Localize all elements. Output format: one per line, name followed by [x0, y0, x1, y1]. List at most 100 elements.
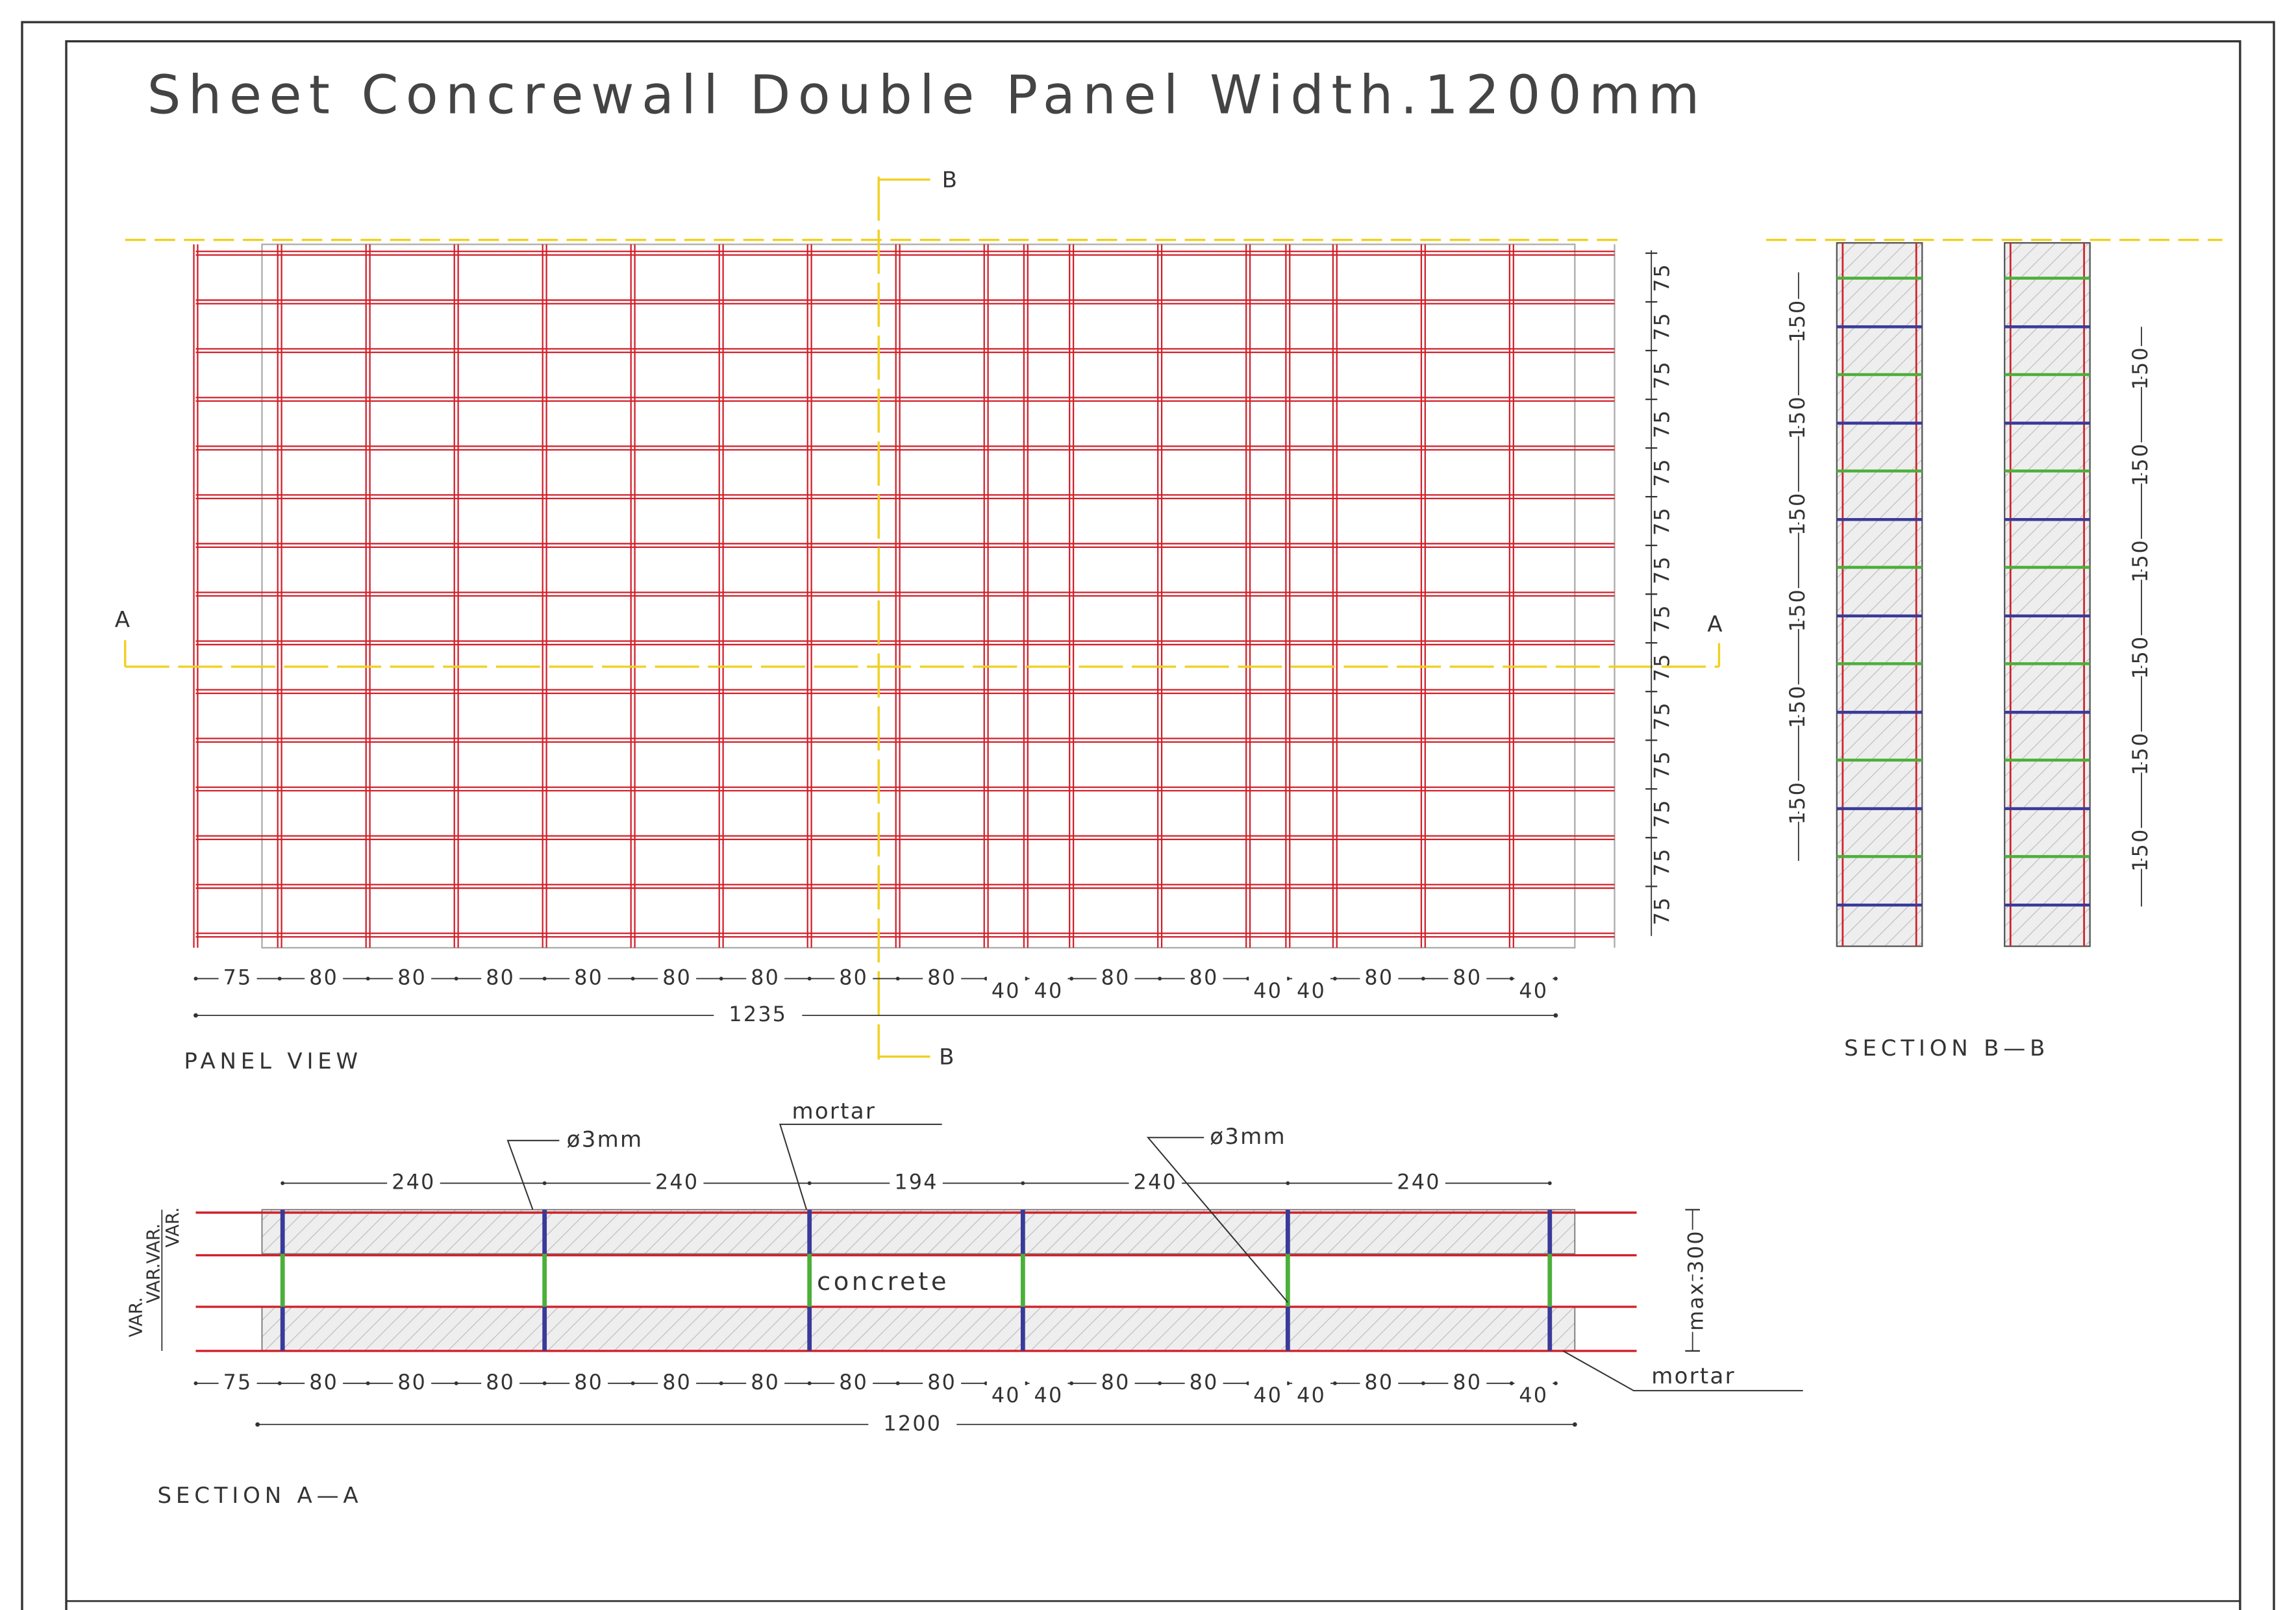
dimension-label: 240: [392, 1171, 435, 1195]
dimension-label: 150: [2129, 443, 2152, 486]
material-label: mortar: [792, 1098, 876, 1124]
dimension-gap: [986, 1374, 1025, 1393]
dimension-gap: [481, 969, 520, 988]
dimension-gap: [1029, 969, 1068, 988]
dimension-gap: [1392, 1172, 1445, 1194]
dimension-gap: [1292, 1374, 1331, 1393]
dimension-tick: [193, 976, 198, 981]
dimension-tick: [1509, 976, 1514, 981]
dimension-tick: [1553, 976, 1558, 981]
dimension-gap: [1096, 1374, 1135, 1393]
dimension-label: 80: [397, 966, 427, 989]
dimension-label: 80: [309, 966, 338, 989]
dimension-label: 150: [2129, 828, 2152, 871]
dimension-gap: [658, 1374, 697, 1393]
dimension-tick: [719, 1381, 723, 1385]
dimension-label: 40: [992, 980, 1021, 1003]
section-b-mark: B: [939, 1044, 956, 1070]
dimension-tick: [807, 976, 812, 981]
dimension-label: 1235: [729, 1003, 787, 1026]
dimension-label: 40: [1519, 1384, 1548, 1407]
dimension-label: 75: [223, 1371, 253, 1394]
dimension-label: 150: [1786, 781, 1810, 824]
view-label: SECTION A—A: [158, 1483, 363, 1509]
dimension-gap: [923, 969, 962, 988]
dimension-tick: [1421, 1381, 1425, 1385]
dimension-label: 40: [1034, 980, 1064, 1003]
dimension-tick: [719, 976, 723, 981]
dimension-tick: [1572, 1422, 1577, 1427]
leader: [779, 1123, 942, 1210]
dimension-label: 80: [1364, 1371, 1393, 1394]
dimension-gap: [1360, 969, 1399, 988]
material-label: mortar: [1651, 1363, 1736, 1389]
dimension-label: 1200: [883, 1412, 942, 1435]
dimension-gap: [569, 1374, 608, 1393]
dimension-label: 80: [927, 1371, 956, 1394]
dimension-label: 75: [1651, 263, 1674, 292]
dimension-label: 80: [574, 966, 603, 989]
dimension-gap: [1029, 1374, 1068, 1393]
sheet-title: Sheet Concrewall Double Panel Width.1200…: [147, 64, 1707, 126]
dimension-tick: [807, 1381, 812, 1385]
dimension-label: 150: [2129, 636, 2152, 679]
dimension-label: 150: [2129, 539, 2152, 582]
dimension-tick: [1069, 1381, 1074, 1385]
dimension-label: 80: [662, 966, 692, 989]
dimension-label: 75: [1651, 409, 1674, 438]
dimension-label: 80: [1453, 1371, 1482, 1394]
dimension-label: 194: [894, 1171, 938, 1195]
dimension-label: 150: [2129, 732, 2152, 775]
dimension-label: 150: [1786, 299, 1810, 343]
dimension-label: 75: [1651, 896, 1674, 925]
dimension-gap: [650, 1172, 704, 1194]
dimension-tick: [807, 1181, 812, 1185]
dimension-gap: [393, 1374, 432, 1393]
dimension-tick: [255, 1422, 260, 1427]
dimension-label: 75: [1651, 652, 1674, 682]
dimension-label: 80: [486, 966, 515, 989]
dimension-gap: [1096, 969, 1135, 988]
dimension-tick: [895, 1381, 900, 1385]
dimension-gap: [1292, 969, 1331, 988]
dimension-gap: [1129, 1172, 1182, 1194]
dimension-label: 75: [1651, 799, 1674, 828]
material-label: concrete: [817, 1267, 949, 1296]
dimension-label: 75: [1651, 555, 1674, 584]
view-label: PANEL VIEW: [184, 1048, 362, 1074]
dimension-gap: [1360, 1374, 1399, 1393]
dimension-gap: [868, 1414, 957, 1435]
dimension-label: max.300: [1684, 1230, 1708, 1331]
dimension-tick: [1332, 976, 1337, 981]
dimension-tick: [366, 1381, 370, 1385]
dimension-label: 40: [992, 1384, 1021, 1407]
dimension-label: VAR.: [144, 1223, 164, 1263]
dimension-tick: [542, 976, 547, 981]
dimension-tick: [366, 976, 370, 981]
dimension-label: 75: [1651, 458, 1674, 487]
dimension-label: 75: [1651, 847, 1674, 876]
dimension-label: 80: [927, 966, 956, 989]
dimension-gap: [1514, 969, 1553, 988]
dimension-label: 75: [1651, 506, 1674, 536]
dimension-tick: [1286, 1181, 1290, 1185]
section-a-mark: A: [115, 607, 132, 633]
dimension-gap: [1448, 1374, 1487, 1393]
dimension-gap: [658, 969, 697, 988]
dimension-tick: [1069, 976, 1074, 981]
view-label: SECTION B—B: [1844, 1035, 2049, 1061]
dimension-label: 80: [1190, 966, 1219, 989]
dimension-tick: [1553, 1013, 1558, 1018]
dimension-tick: [1332, 1381, 1337, 1385]
dimension-label: 80: [1101, 1371, 1130, 1394]
dimension-tick: [1158, 1381, 1162, 1385]
dimension-label: 75: [1651, 604, 1674, 633]
dimension-label: 150: [1786, 684, 1810, 728]
dimension-gap: [1514, 1374, 1553, 1393]
dimension-gap: [481, 1374, 520, 1393]
dimension-label: 40: [1253, 1384, 1282, 1407]
dimension-gap: [834, 969, 873, 988]
dimension-label: 150: [2129, 346, 2152, 390]
dimension-label: 240: [1397, 1171, 1440, 1195]
